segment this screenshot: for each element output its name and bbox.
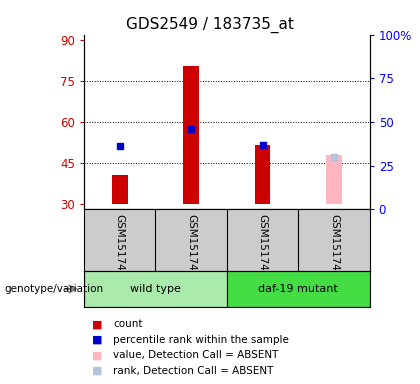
Text: GSM151745: GSM151745 [257, 214, 268, 278]
Text: GDS2549 / 183735_at: GDS2549 / 183735_at [126, 17, 294, 33]
Text: genotype/variation: genotype/variation [4, 284, 103, 294]
Bar [84, 271, 227, 307]
Bar [112, 175, 128, 204]
Text: GSM151746: GSM151746 [329, 214, 339, 278]
Text: value, Detection Call = ABSENT: value, Detection Call = ABSENT [113, 350, 279, 360]
Text: daf-19 mutant: daf-19 mutant [258, 284, 338, 294]
Text: ■: ■ [92, 366, 103, 376]
Text: GSM151747: GSM151747 [115, 214, 125, 278]
Bar [255, 145, 270, 204]
Bar [326, 155, 342, 204]
Text: ■: ■ [92, 350, 103, 360]
Text: percentile rank within the sample: percentile rank within the sample [113, 335, 289, 345]
Text: ■: ■ [92, 319, 103, 329]
Text: ■: ■ [92, 335, 103, 345]
Text: count: count [113, 319, 143, 329]
Text: GSM151748: GSM151748 [186, 214, 196, 278]
Text: wild type: wild type [130, 284, 181, 294]
Bar [227, 271, 370, 307]
Text: rank, Detection Call = ABSENT: rank, Detection Call = ABSENT [113, 366, 274, 376]
Bar [183, 66, 199, 204]
